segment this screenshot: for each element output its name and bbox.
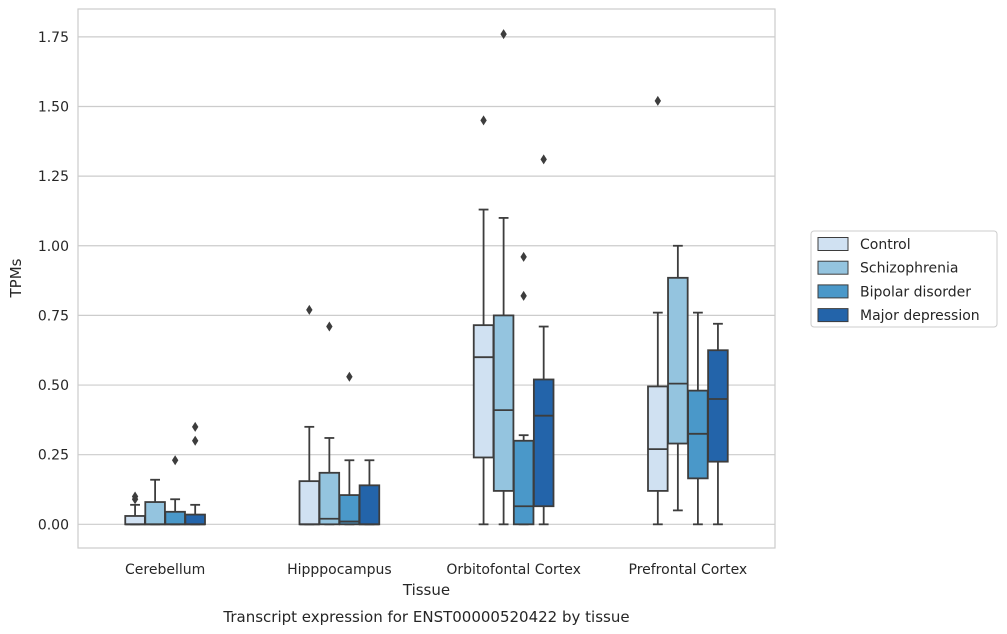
outlier-point [306,304,313,315]
box-bipolar-disorder [687,311,709,526]
chart-caption: Transcript expression for ENST0000052042… [222,608,629,626]
box-body [318,471,341,526]
legend-item-major-depression: Major depression [817,308,980,324]
box-body [492,314,515,492]
legend-swatch [817,237,849,251]
box-control [124,491,146,526]
box-group-cerebellum [124,421,206,526]
outlier-point [346,371,353,382]
outlier-point [540,154,547,165]
box-bipolar-disorder [512,251,535,526]
box-body [707,349,729,463]
legend-label: Major depression [860,308,980,324]
y-tick-label: 0.00 [38,517,69,533]
box-group-orbitofontal-cortex [472,29,555,526]
plot-frame [77,8,776,549]
legend-item-bipolar-disorder: Bipolar disorder [817,284,971,300]
outlier-point [191,435,199,446]
box-group-hipppocampus [298,304,381,526]
box-body [298,480,321,526]
y-axis-label: TPMs [7,258,25,298]
x-tick-label: Prefrontal Cortex [629,562,748,578]
outlier-point [171,455,179,466]
outlier-point [131,491,139,502]
box-major-depression [358,459,381,526]
outlier-point [654,95,662,106]
legend-item-schizophrenia: Schizophrenia [817,260,958,277]
legend-label: Bipolar disorder [860,284,971,300]
legend-frame [810,230,998,328]
box-body [647,385,669,492]
y-tick-labels: 0.00 0.25 0.50 0.75 1.00 1.25 1.50 1.75 [38,30,69,533]
box-body [124,515,146,526]
legend: Control Schizophrenia Bipolar disorder Majo… [810,230,998,328]
x-tick-label: Hipppocampus [287,562,392,578]
box-schizophrenia [492,29,515,526]
x-tick-label: Cerebellum [125,562,205,578]
y-tick-label: 1.75 [38,30,69,46]
box-major-depression [184,421,206,526]
y-tick-label: 1.50 [38,99,69,115]
box-schizophrenia [667,244,689,512]
box-body [338,494,361,526]
box-body [144,501,166,526]
box-body [184,513,206,526]
y-tick-label: 1.00 [38,239,69,255]
outlier-point [520,290,527,301]
box-control [472,115,495,526]
box-body [358,484,381,526]
x-tick-label: Orbitofontal Cortex [446,562,581,578]
x-axis-label: Tissue [402,581,450,599]
box-schizophrenia [318,321,341,526]
outlier-point [191,421,199,432]
box-bipolar-disorder [338,371,361,526]
box-body [532,378,555,508]
outlier-point [520,251,527,262]
box-groups [124,29,729,526]
x-tick-labels: Cerebellum Hipppocampus Orbitofontal Corte… [125,562,747,578]
box-major-depression [532,154,555,526]
y-tick-label: 0.25 [38,448,69,464]
box-major-depression [707,322,729,526]
box-body [667,276,689,445]
box-body [164,510,186,526]
outlier-point [480,115,487,126]
legend-swatch [817,284,849,299]
legend-swatch [817,260,849,275]
outlier-point [326,321,333,332]
y-tick-label: 1.25 [38,169,69,185]
box-control [298,304,321,526]
box-group-prefrontal-cortex [647,95,729,526]
legend-label: Schizophrenia [860,261,958,277]
box-schizophrenia [144,478,166,526]
box-body [472,324,495,459]
legend-label: Control [860,237,911,253]
legend-swatch [817,308,849,323]
legend-item-control: Control [817,237,911,253]
y-tick-label: 0.50 [38,378,69,394]
outlier-point [500,29,507,40]
box-body [512,439,535,526]
y-tick-label: 0.75 [38,308,69,324]
